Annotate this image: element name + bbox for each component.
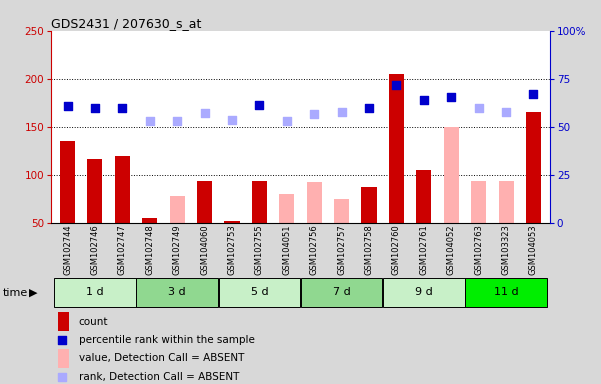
Point	[474, 104, 483, 111]
Point	[392, 83, 401, 89]
Text: GSM102749: GSM102749	[172, 224, 182, 275]
Point	[56, 374, 66, 380]
Bar	[142, 218, 157, 223]
Text: GSM103323: GSM103323	[502, 224, 511, 275]
FancyBboxPatch shape	[300, 278, 382, 308]
Text: GSM102744: GSM102744	[63, 224, 72, 275]
Point	[447, 94, 456, 100]
FancyBboxPatch shape	[465, 278, 547, 308]
Bar	[307, 182, 322, 223]
Text: GSM104053: GSM104053	[529, 224, 538, 275]
Text: GSM102748: GSM102748	[145, 224, 154, 275]
Text: GSM102763: GSM102763	[474, 224, 483, 275]
Bar	[416, 170, 432, 223]
Bar	[58, 313, 69, 331]
Point	[56, 337, 66, 343]
Bar	[58, 349, 69, 368]
Point	[90, 104, 100, 111]
Text: 9 d: 9 d	[415, 287, 433, 297]
Bar	[279, 194, 294, 223]
Text: ▶: ▶	[29, 288, 37, 298]
Point	[282, 118, 291, 124]
Text: time: time	[3, 288, 28, 298]
Point	[172, 118, 182, 124]
Text: GSM104052: GSM104052	[447, 224, 456, 275]
Text: 11 d: 11 d	[494, 287, 519, 297]
Bar	[169, 196, 185, 223]
Text: 1 d: 1 d	[86, 287, 104, 297]
Text: GSM102746: GSM102746	[90, 224, 99, 275]
Text: rank, Detection Call = ABSENT: rank, Detection Call = ABSENT	[79, 372, 239, 382]
Point	[364, 104, 374, 111]
Text: GSM102753: GSM102753	[228, 224, 236, 275]
Bar	[334, 199, 349, 223]
Point	[200, 110, 209, 116]
Bar	[498, 182, 514, 223]
Text: value, Detection Call = ABSENT: value, Detection Call = ABSENT	[79, 353, 244, 364]
Text: GSM104060: GSM104060	[200, 224, 209, 275]
Text: 3 d: 3 d	[168, 287, 186, 297]
Bar	[252, 182, 267, 223]
FancyBboxPatch shape	[219, 278, 300, 308]
Text: GSM102761: GSM102761	[419, 224, 429, 275]
Bar	[60, 141, 75, 223]
Point	[501, 109, 511, 116]
Text: GSM102758: GSM102758	[365, 224, 373, 275]
Text: GSM102755: GSM102755	[255, 224, 264, 275]
Text: GSM102747: GSM102747	[118, 224, 127, 275]
Bar	[526, 113, 541, 223]
Point	[63, 103, 72, 109]
Text: percentile rank within the sample: percentile rank within the sample	[79, 335, 254, 345]
Point	[145, 118, 154, 124]
Bar	[444, 134, 459, 223]
FancyBboxPatch shape	[54, 278, 136, 308]
Bar	[224, 221, 240, 223]
Text: count: count	[79, 317, 108, 327]
Text: GDS2431 / 207630_s_at: GDS2431 / 207630_s_at	[51, 17, 201, 30]
Text: GSM102760: GSM102760	[392, 224, 401, 275]
Bar	[115, 156, 130, 223]
Point	[118, 106, 127, 112]
Text: GSM102756: GSM102756	[310, 224, 319, 275]
Text: GSM104051: GSM104051	[282, 224, 291, 275]
Bar	[361, 187, 377, 223]
Bar	[87, 159, 103, 223]
Text: 5 d: 5 d	[251, 287, 268, 297]
Point	[255, 101, 264, 108]
FancyBboxPatch shape	[383, 278, 465, 308]
Bar	[471, 182, 486, 223]
Point	[337, 109, 346, 116]
Bar	[197, 182, 212, 223]
Text: 7 d: 7 d	[333, 287, 350, 297]
Bar	[389, 74, 404, 223]
Point	[419, 97, 429, 103]
Point	[227, 117, 237, 123]
FancyBboxPatch shape	[136, 278, 218, 308]
Text: GSM102757: GSM102757	[337, 224, 346, 275]
Point	[310, 111, 319, 118]
Bar	[444, 127, 459, 223]
Point	[529, 91, 538, 97]
